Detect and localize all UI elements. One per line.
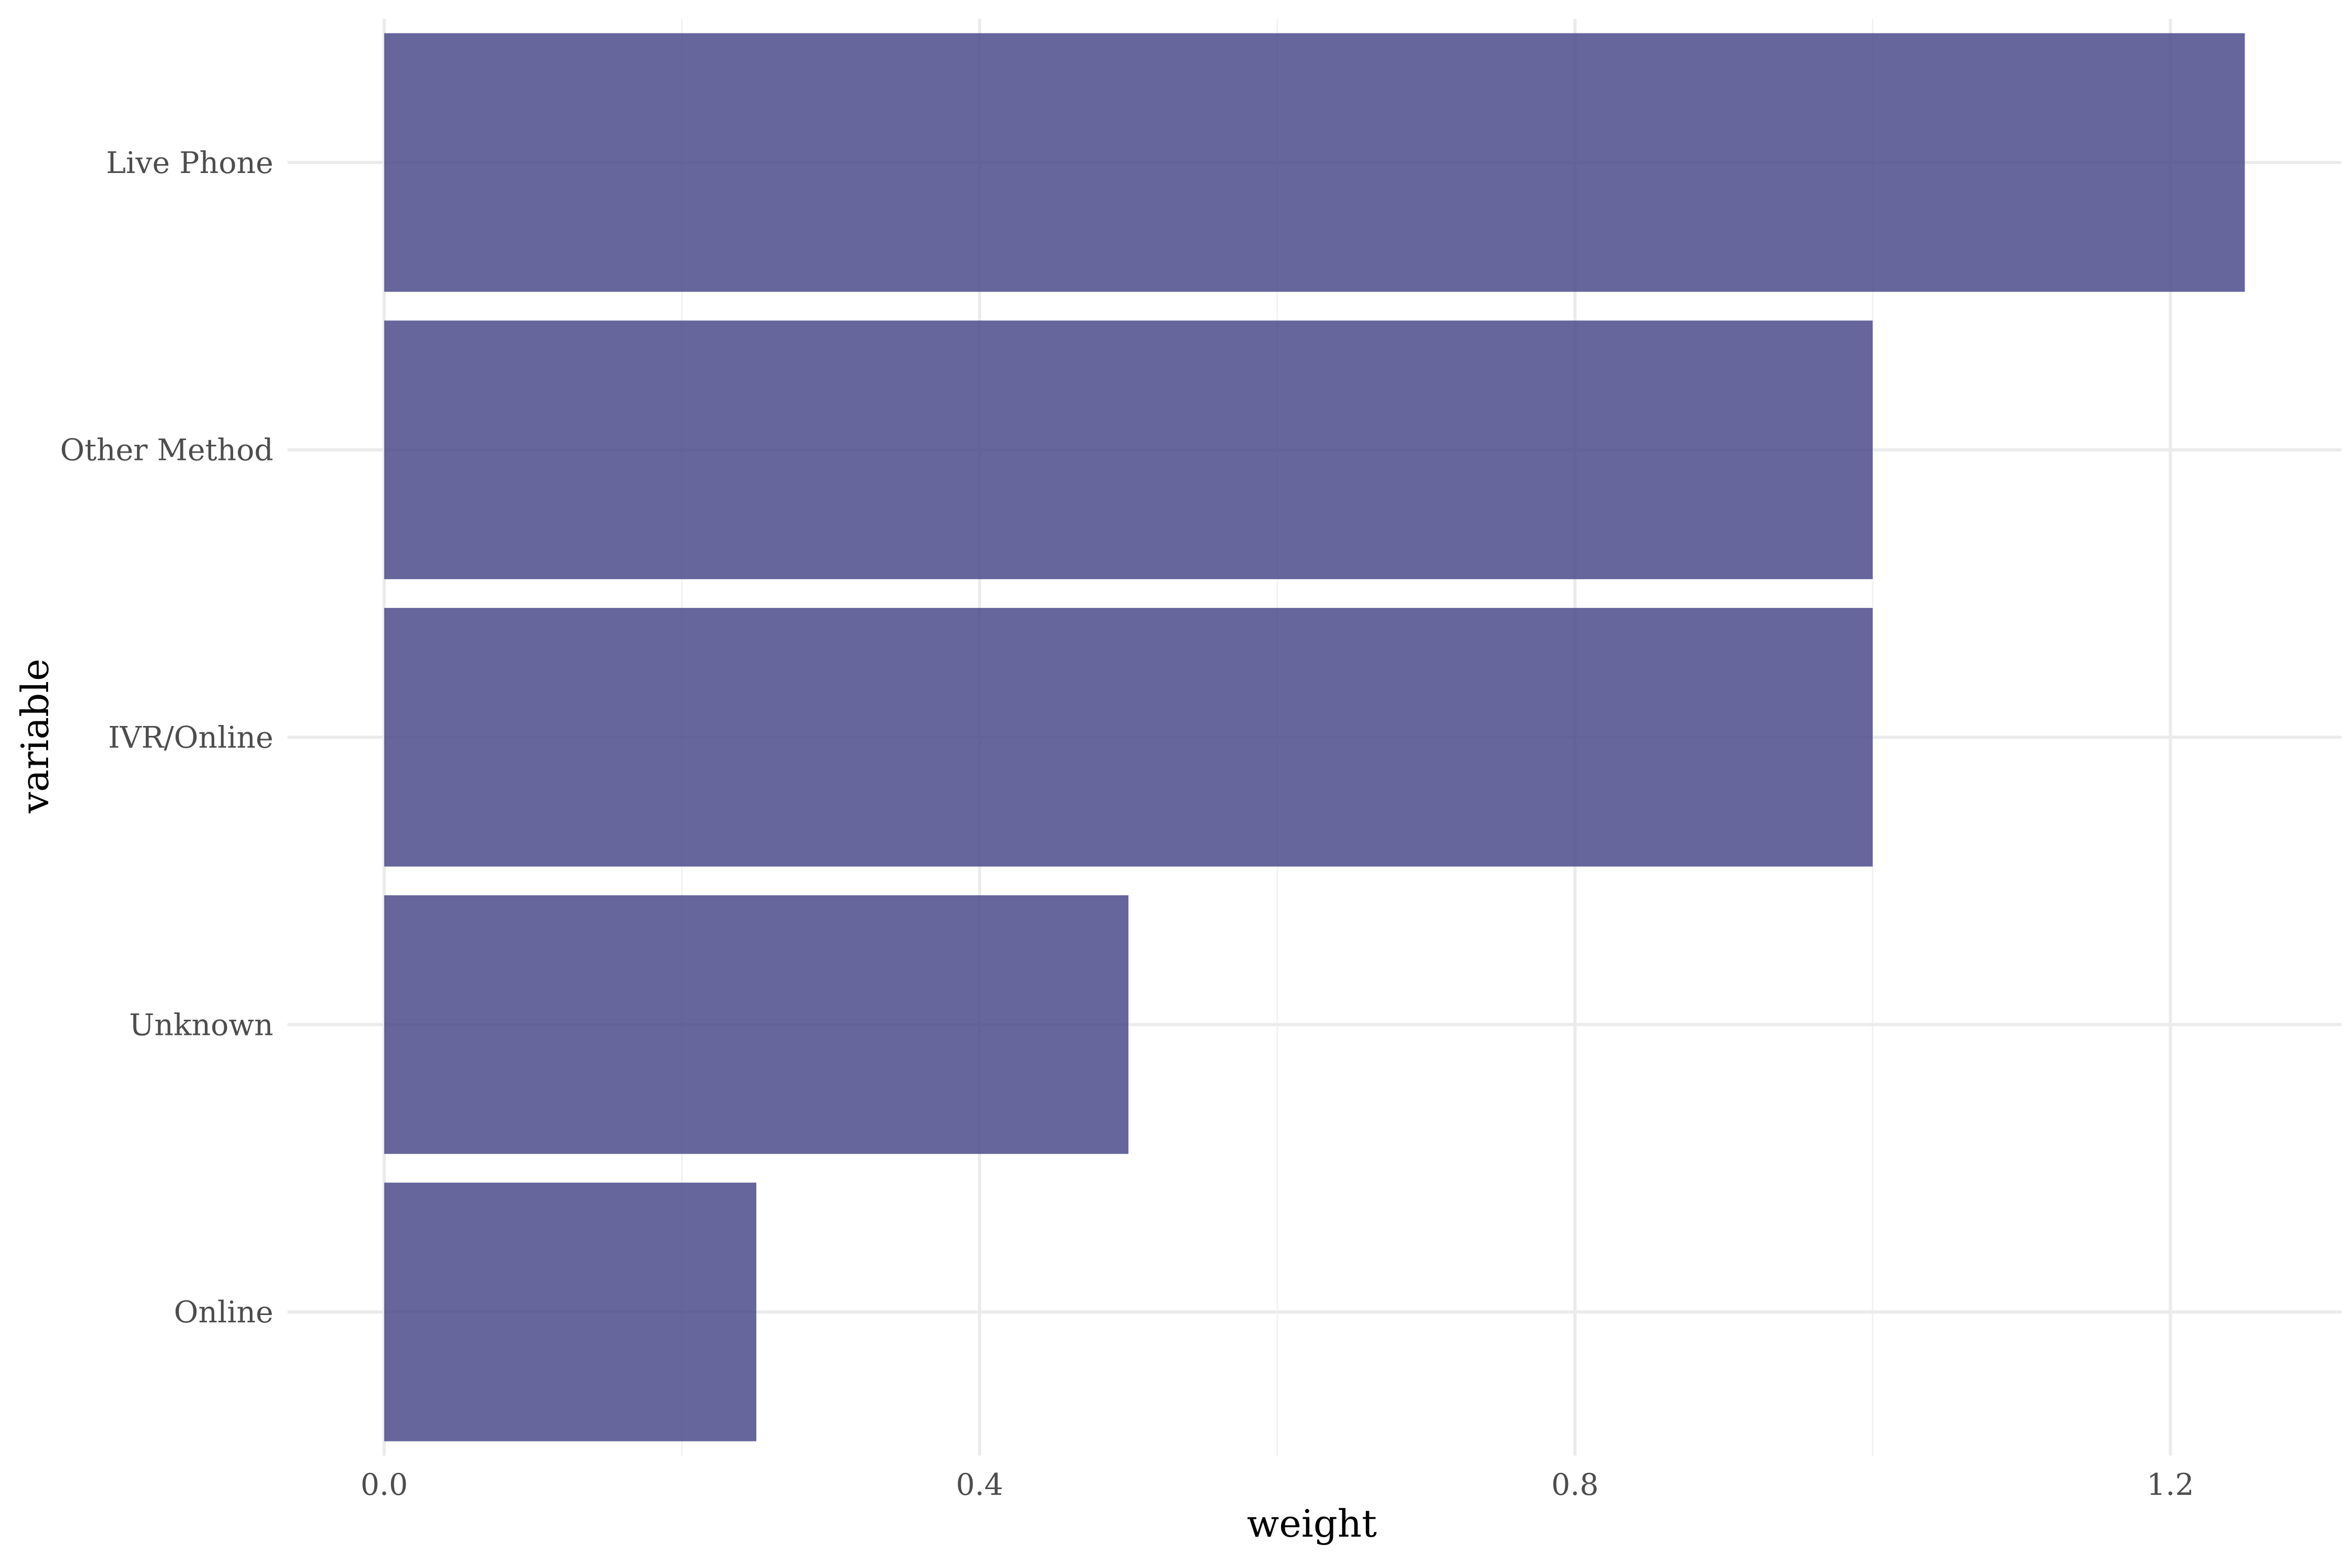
x-tick-label: 0.8	[1551, 1468, 1599, 1502]
bar-unknown	[384, 895, 1129, 1154]
bar-ivr-online	[384, 608, 1873, 867]
y-tick-labels: Live Phone Other Method IVR/Online Unknown O…	[60, 146, 273, 1330]
x-axis-title: weight	[1247, 1502, 1377, 1546]
x-tick-label: 1.2	[2147, 1468, 2194, 1502]
y-tick-label: Online	[174, 1295, 273, 1330]
x-tick-label: 0.4	[956, 1468, 1004, 1502]
bars	[384, 33, 2245, 1442]
x-tick-labels: 0.0 0.4 0.8 1.2	[361, 1468, 2194, 1502]
y-tick-label: IVR/Online	[108, 721, 273, 755]
x-tick-label: 0.0	[361, 1468, 408, 1502]
bar-live-phone	[384, 33, 2245, 292]
bar-other-method	[384, 320, 1873, 580]
bar-online	[384, 1182, 757, 1442]
y-axis-title: variable	[13, 659, 57, 814]
y-tick-label: Unknown	[129, 1008, 273, 1042]
y-tick-label: Other Method	[60, 433, 273, 468]
y-tick-label: Live Phone	[106, 146, 273, 180]
